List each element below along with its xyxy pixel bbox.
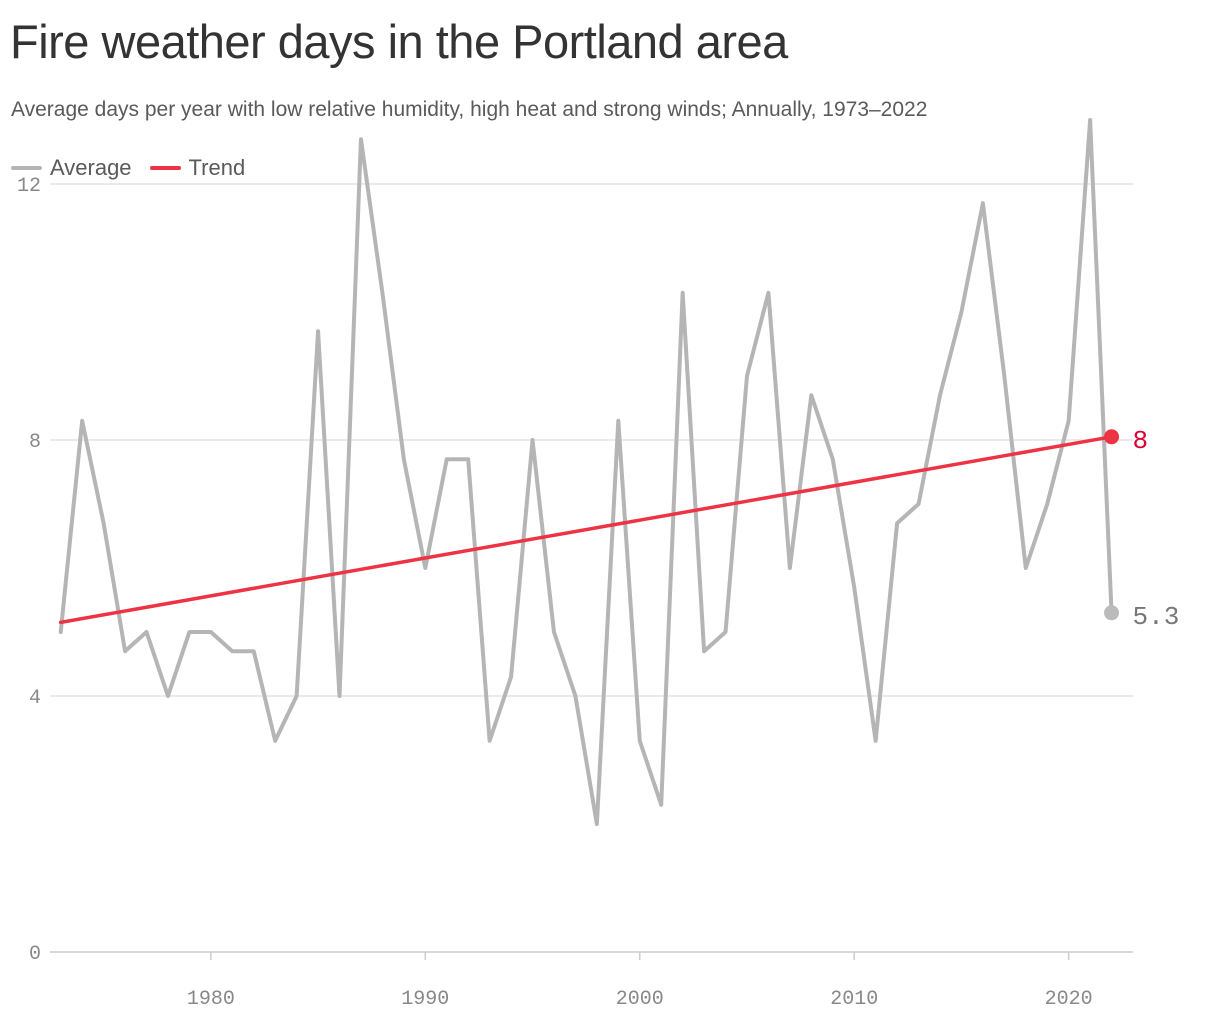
x-tick-label-2020: 2020 [1045, 988, 1093, 1011]
x-tick-label-1990: 1990 [401, 988, 449, 1011]
end-point-average [1104, 605, 1120, 621]
series-line-trend [58, 435, 1114, 625]
end-label-average: 5.3 [1133, 602, 1180, 632]
legend-item-average: Average [11, 155, 132, 181]
legend-label-average: Average [50, 155, 132, 180]
legend-item-trend: Trend [149, 155, 246, 181]
legend-swatch-trend [149, 166, 181, 170]
chart-legend: Average Trend [11, 155, 263, 181]
end-point-trend [1104, 429, 1120, 445]
series-line-average [58, 118, 1114, 826]
legend-label-trend: Trend [188, 155, 246, 180]
x-tick-label-2010: 2010 [830, 988, 878, 1011]
x-tick-label-2000: 2000 [616, 988, 664, 1011]
end-label-trend: 8 [1133, 426, 1149, 456]
y-tick-label-4: 4 [29, 687, 41, 710]
y-tick-label-8: 8 [29, 431, 41, 454]
x-tick-label-1980: 1980 [187, 988, 235, 1011]
chart-title: Fire weather days in the Portland area [10, 15, 788, 68]
legend-swatch-average [11, 166, 42, 170]
chart-subtitle: Average days per year with low relative … [11, 98, 928, 121]
y-tick-label-0: 0 [29, 943, 41, 966]
y-tick-label-12: 12 [17, 175, 41, 198]
